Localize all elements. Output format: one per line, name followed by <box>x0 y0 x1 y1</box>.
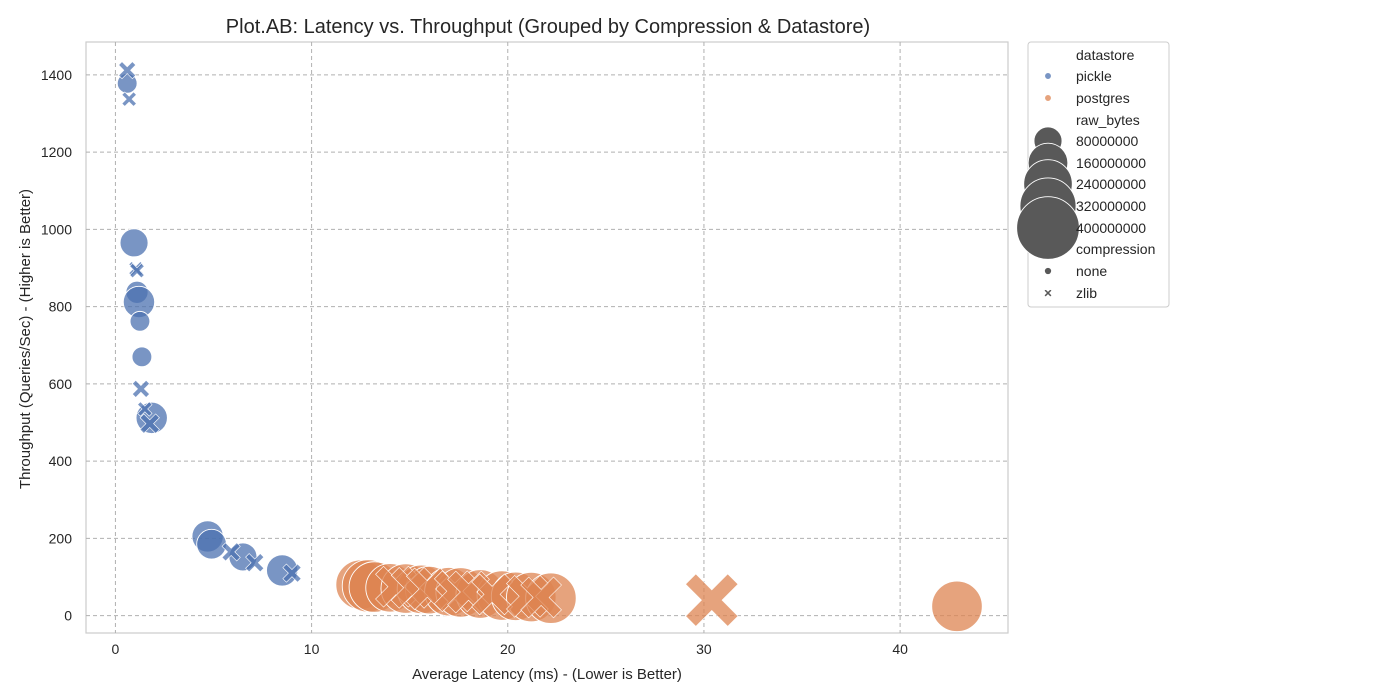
legend-size-label: 160000000 <box>1076 155 1146 171</box>
legend: datastore pickle postgres raw_bytes 80000000… <box>1016 41 1170 308</box>
y-axis-label: Throughput (Queries/Sec) - (Higher is Be… <box>17 189 34 489</box>
plot-border <box>85 41 1009 634</box>
legend-size-label: 80000000 <box>1076 133 1139 149</box>
legend-title-compression: compression <box>1076 241 1155 257</box>
point-pickle-zlib <box>131 379 150 398</box>
legend-size-label: 400000000 <box>1076 220 1146 236</box>
point-pickle-none <box>129 310 151 332</box>
legend-marker-postgres <box>1044 94 1052 102</box>
x-axis-label: Average Latency (ms) - (Lower is Better) <box>412 666 682 683</box>
legend-title-datastore: datastore <box>1076 47 1135 63</box>
gridlines <box>86 42 1008 633</box>
legend-size-label: 320000000 <box>1076 198 1146 214</box>
point-pickle-zlib <box>137 401 153 417</box>
x-tick-label: 40 <box>892 641 908 657</box>
y-tick-label: 400 <box>49 453 73 469</box>
point-postgres-zlib <box>685 573 739 627</box>
point-pickle-zlib <box>221 542 241 562</box>
point-pickle-zlib <box>139 413 160 434</box>
data-points <box>116 61 983 633</box>
x-axis-ticks: 0 10 20 30 40 <box>112 641 909 657</box>
x-tick-label: 10 <box>304 641 320 657</box>
point-postgres-none <box>931 580 983 633</box>
point-pickle-zlib <box>121 91 137 107</box>
point-pickle-zlib <box>282 563 302 583</box>
legend-size-marker <box>1016 196 1080 260</box>
chart-title: Plot.AB: Latency vs. Throughput (Grouped… <box>226 16 870 38</box>
y-axis-ticks: 0 200 400 600 800 1000 1200 1400 <box>41 67 72 624</box>
legend-marker-pickle <box>1044 72 1052 80</box>
point-pickle-none <box>119 228 149 258</box>
y-tick-label: 200 <box>49 530 73 546</box>
y-tick-label: 1200 <box>41 144 72 160</box>
y-tick-label: 0 <box>64 608 72 624</box>
legend-label-pickle: pickle <box>1076 68 1112 84</box>
legend-marker-none <box>1043 266 1053 276</box>
x-tick-label: 30 <box>696 641 712 657</box>
legend-marker-zlib <box>1043 288 1053 298</box>
point-pickle-none <box>196 528 227 560</box>
legend-title-raw-bytes: raw_bytes <box>1076 112 1140 128</box>
point-pickle-zlib <box>245 553 265 573</box>
legend-label-zlib: zlib <box>1076 285 1097 301</box>
point-pickle-zlib <box>129 263 145 279</box>
point-pickle-zlib <box>118 61 137 80</box>
plot-area <box>85 41 1009 634</box>
x-tick-label: 20 <box>500 641 516 657</box>
legend-label-postgres: postgres <box>1076 90 1130 106</box>
y-tick-label: 1000 <box>41 221 72 237</box>
legend-size-label: 240000000 <box>1076 176 1146 192</box>
y-tick-label: 1400 <box>41 67 72 83</box>
x-tick-label: 0 <box>112 641 120 657</box>
legend-label-none: none <box>1076 263 1107 279</box>
point-pickle-none <box>131 346 153 368</box>
point-postgres-zlib <box>520 576 562 619</box>
y-tick-label: 600 <box>49 376 73 392</box>
y-tick-label: 800 <box>49 299 73 315</box>
